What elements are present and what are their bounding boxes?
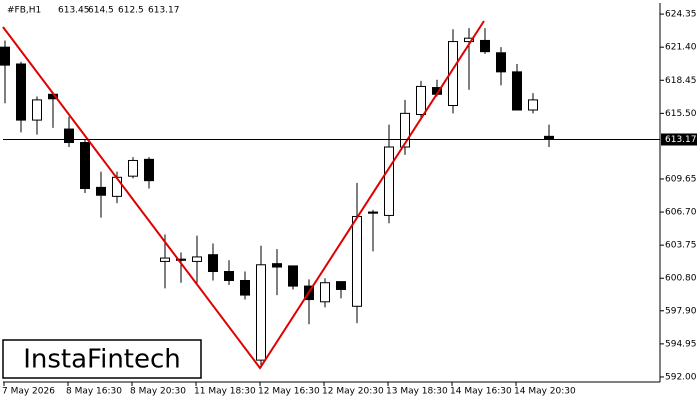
candle-body xyxy=(400,112,410,148)
candle-body xyxy=(272,263,282,268)
x-tick-label: 12 May 16:30 xyxy=(258,387,320,397)
candle-body xyxy=(352,216,362,307)
candle-body xyxy=(128,159,138,177)
x-tick-label: 8 May 16:30 xyxy=(66,387,122,397)
candle-body xyxy=(336,281,346,290)
header-low: 612.5 xyxy=(118,6,144,16)
candle-body xyxy=(464,37,474,43)
candle-body xyxy=(384,146,394,216)
x-tick-label: 14 May 20:30 xyxy=(514,387,576,397)
candle-body xyxy=(480,39,490,53)
candle-body xyxy=(64,128,74,144)
candle-body xyxy=(160,257,170,262)
candle-body xyxy=(416,85,426,115)
candle-body xyxy=(448,41,458,107)
candle-body xyxy=(208,254,218,273)
candle-body xyxy=(496,52,506,73)
y-tick-label: 615.50 xyxy=(665,109,697,119)
y-tick-label: 606.70 xyxy=(665,208,697,218)
candle-body xyxy=(240,279,250,296)
y-tick-label: 624.35 xyxy=(665,10,697,20)
price-label: 613.17 xyxy=(665,135,697,145)
y-tick-label: 592.00 xyxy=(665,372,697,382)
candle-body xyxy=(96,186,106,196)
logo-box xyxy=(2,339,202,379)
candle-body xyxy=(176,258,186,261)
plot xyxy=(0,28,554,368)
pattern-line xyxy=(2,20,485,370)
x-tick-label: 14 May 16:30 xyxy=(450,387,512,397)
candle-body xyxy=(16,63,26,121)
header-open: 613.45 xyxy=(58,6,90,16)
candle-body xyxy=(256,264,266,361)
price-label-box xyxy=(661,133,697,146)
y-tick-label: 594.95 xyxy=(665,339,697,349)
candle-body xyxy=(112,176,122,197)
x-tick-label: 11 May 18:30 xyxy=(194,387,256,397)
x-tick-label: 8 May 20:30 xyxy=(130,387,186,397)
y-tick-label: 597.90 xyxy=(665,306,697,316)
header-high: 614.5 xyxy=(88,6,114,16)
candle-body xyxy=(144,158,154,182)
x-tick-label: 13 May 18:30 xyxy=(386,387,448,397)
y-tick-label: 600.80 xyxy=(665,274,697,284)
candle-body xyxy=(288,265,298,287)
watermark: InstaFintech xyxy=(23,345,181,375)
candle-body xyxy=(32,99,42,121)
x-tick-label: 12 May 20:30 xyxy=(322,387,384,397)
candle-body xyxy=(528,99,538,111)
candle-body xyxy=(224,271,234,281)
symbol: #FB,H1 xyxy=(7,6,41,16)
candle-body xyxy=(512,71,522,111)
y-tick-label: 618.45 xyxy=(665,76,697,86)
y-tick-label: 603.75 xyxy=(665,241,697,251)
x-tick-label: 7 May 2026 xyxy=(2,387,55,397)
candle-body xyxy=(368,211,378,214)
candle-body xyxy=(0,46,10,66)
candle-body xyxy=(80,142,90,190)
y-tick-label: 609.65 xyxy=(665,174,697,184)
header-close: 613.17 xyxy=(148,6,180,16)
candle-body xyxy=(320,282,330,303)
y-tick-label: 621.40 xyxy=(665,43,697,53)
candle-body xyxy=(192,256,202,262)
